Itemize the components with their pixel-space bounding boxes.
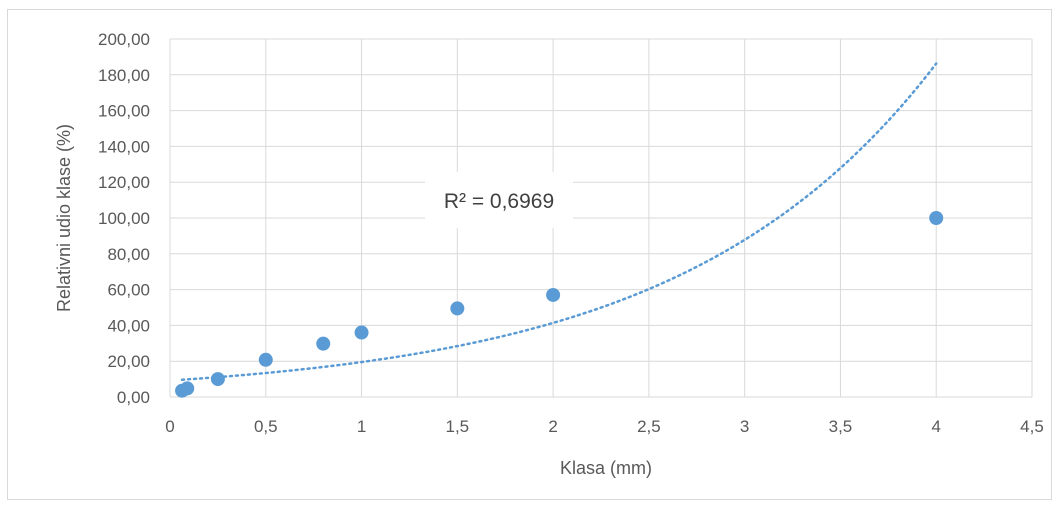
x-axis-title: Klasa (mm) <box>560 458 652 478</box>
x-tick-label: 1 <box>357 417 366 436</box>
x-tick-label: 4,5 <box>1020 417 1044 436</box>
data-point <box>546 287 561 302</box>
y-tick-label: 140,00 <box>98 137 150 156</box>
chart-frame <box>7 9 1052 500</box>
x-tick-label: 1,5 <box>446 417 470 436</box>
y-tick-label: 20,00 <box>107 352 150 371</box>
y-tick-label: 100,00 <box>98 209 150 228</box>
x-tick-label: 2,5 <box>637 417 661 436</box>
x-tick-label: 3,5 <box>829 417 853 436</box>
y-tick-label: 200,00 <box>98 30 150 49</box>
trendline-layer <box>180 62 938 381</box>
x-tick-label: 4 <box>931 417 940 436</box>
data-point <box>258 352 273 367</box>
y-axis-tick-labels: 0,00 20,00 40,00 60,00 80,00 100,00 120,00 140,… <box>98 30 150 407</box>
data-point <box>210 372 225 387</box>
data-point <box>354 325 369 340</box>
data-point <box>929 211 944 225</box>
y-tick-label: 40,00 <box>107 316 150 335</box>
r-squared-annotation: R² = 0,6969 <box>425 172 573 228</box>
y-tick-label: 60,00 <box>107 281 150 300</box>
x-tick-label: 0,5 <box>254 417 278 436</box>
x-tick-label: 3 <box>740 417 749 436</box>
y-tick-label: 180,00 <box>98 66 150 85</box>
exponential-trendline <box>180 62 938 381</box>
y-tick-label: 0,00 <box>117 388 150 407</box>
x-axis-tick-labels: 0 0,5 1 1,5 2 2,5 3 3,5 4 4,5 <box>165 417 1044 436</box>
data-points <box>175 211 944 398</box>
data-point <box>180 381 195 396</box>
y-axis-title: Relativni udio klase (%) <box>54 124 74 312</box>
x-tick-label: 0 <box>165 417 174 436</box>
y-tick-label: 80,00 <box>107 245 150 264</box>
r-squared-label: R² = 0,6969 <box>444 190 554 213</box>
data-point <box>316 336 331 351</box>
y-tick-label: 160,00 <box>98 102 150 121</box>
x-tick-label: 2 <box>548 417 557 436</box>
gridlines <box>169 38 1033 398</box>
r-squared-background <box>425 172 573 228</box>
data-point <box>450 301 465 316</box>
y-tick-label: 120,00 <box>98 173 150 192</box>
